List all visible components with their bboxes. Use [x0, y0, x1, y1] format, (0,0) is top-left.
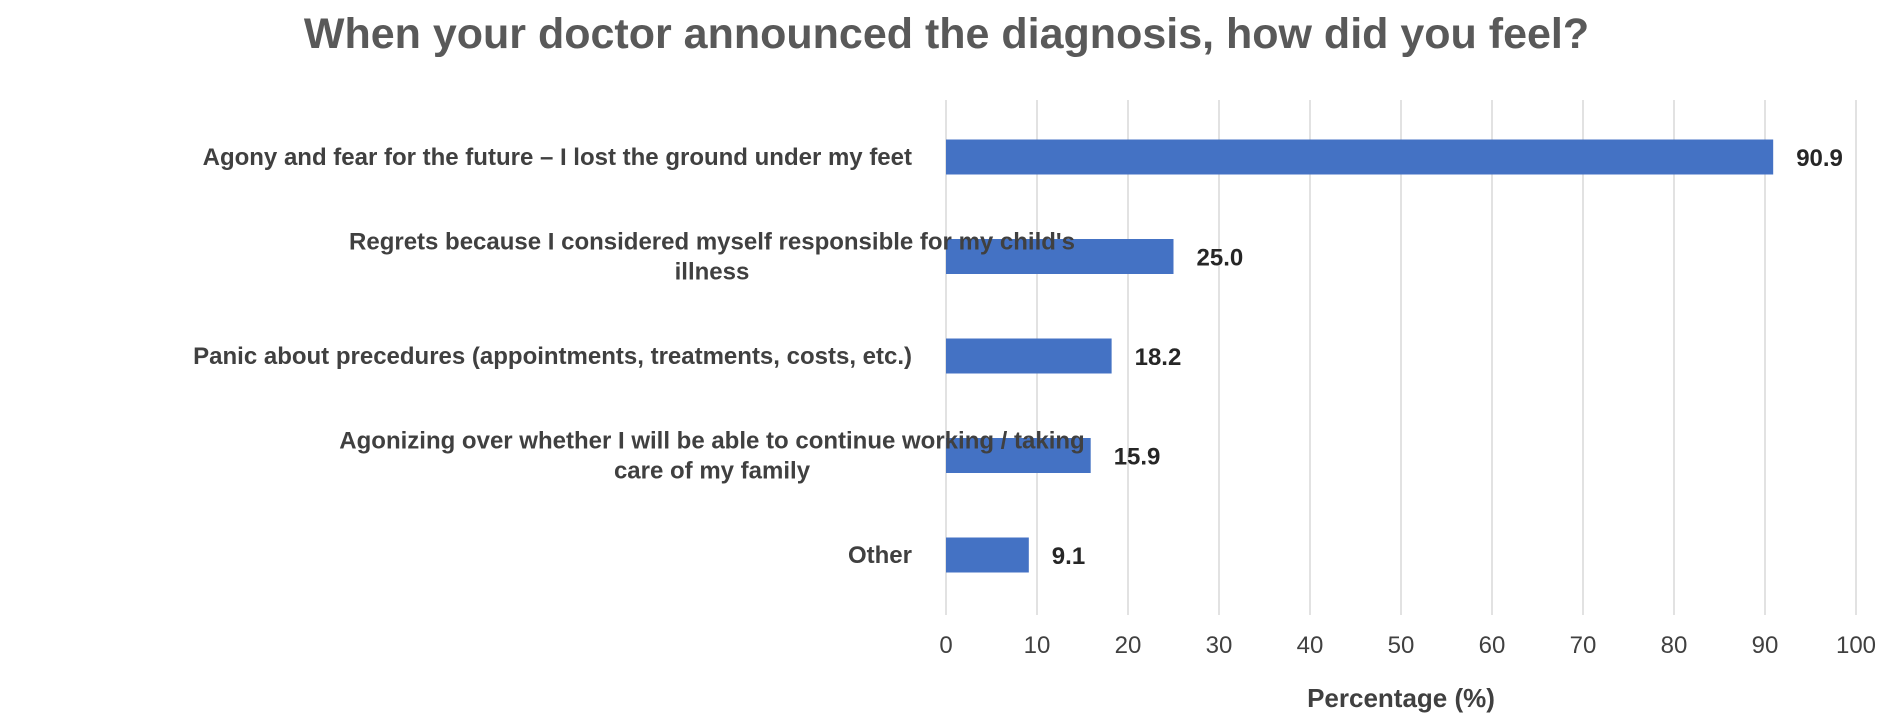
x-tick-label: 90 [1752, 632, 1779, 659]
bar [946, 139, 1774, 175]
x-tick-label: 70 [1570, 632, 1597, 659]
x-axis-ticks: 0 10 20 30 40 50 60 70 80 90 100 [939, 632, 1876, 659]
chart-title: When your doctor announced the diagnosis… [303, 10, 1590, 58]
bars [946, 139, 1774, 573]
x-tick-label: 0 [939, 632, 952, 659]
bar [946, 338, 1112, 374]
category-label: Agony and fear for the future – I lost t… [203, 144, 912, 171]
data-label: 18.2 [1135, 344, 1182, 371]
category-labels: Agony and fear for the future – I lost t… [193, 144, 1085, 569]
bar [946, 239, 1174, 274]
bar [946, 537, 1029, 573]
data-label: 9.1 [1052, 543, 1085, 570]
category-label: Panic about precedures (appointments, tr… [193, 343, 912, 370]
x-tick-label: 20 [1115, 632, 1142, 659]
bar [946, 438, 1091, 473]
category-label: Other [848, 542, 912, 569]
category-label: Regrets because I considered myself resp… [349, 229, 1075, 286]
x-tick-label: 50 [1388, 632, 1415, 659]
x-tick-label: 100 [1836, 632, 1876, 659]
x-tick-label: 60 [1479, 632, 1506, 659]
x-tick-label: 10 [1024, 632, 1051, 659]
x-tick-label: 40 [1297, 632, 1324, 659]
data-label: 15.9 [1114, 444, 1161, 471]
x-tick-label: 80 [1661, 632, 1688, 659]
data-label: 90.9 [1796, 145, 1843, 172]
x-tick-label: 30 [1206, 632, 1233, 659]
data-label: 25.0 [1197, 245, 1244, 272]
x-axis-title: Percentage (%) [1307, 683, 1495, 713]
data-labels: 90.9 25.0 18.2 15.9 9.1 [1052, 145, 1843, 570]
category-label: Agonizing over whether I will be able to… [339, 428, 1084, 485]
